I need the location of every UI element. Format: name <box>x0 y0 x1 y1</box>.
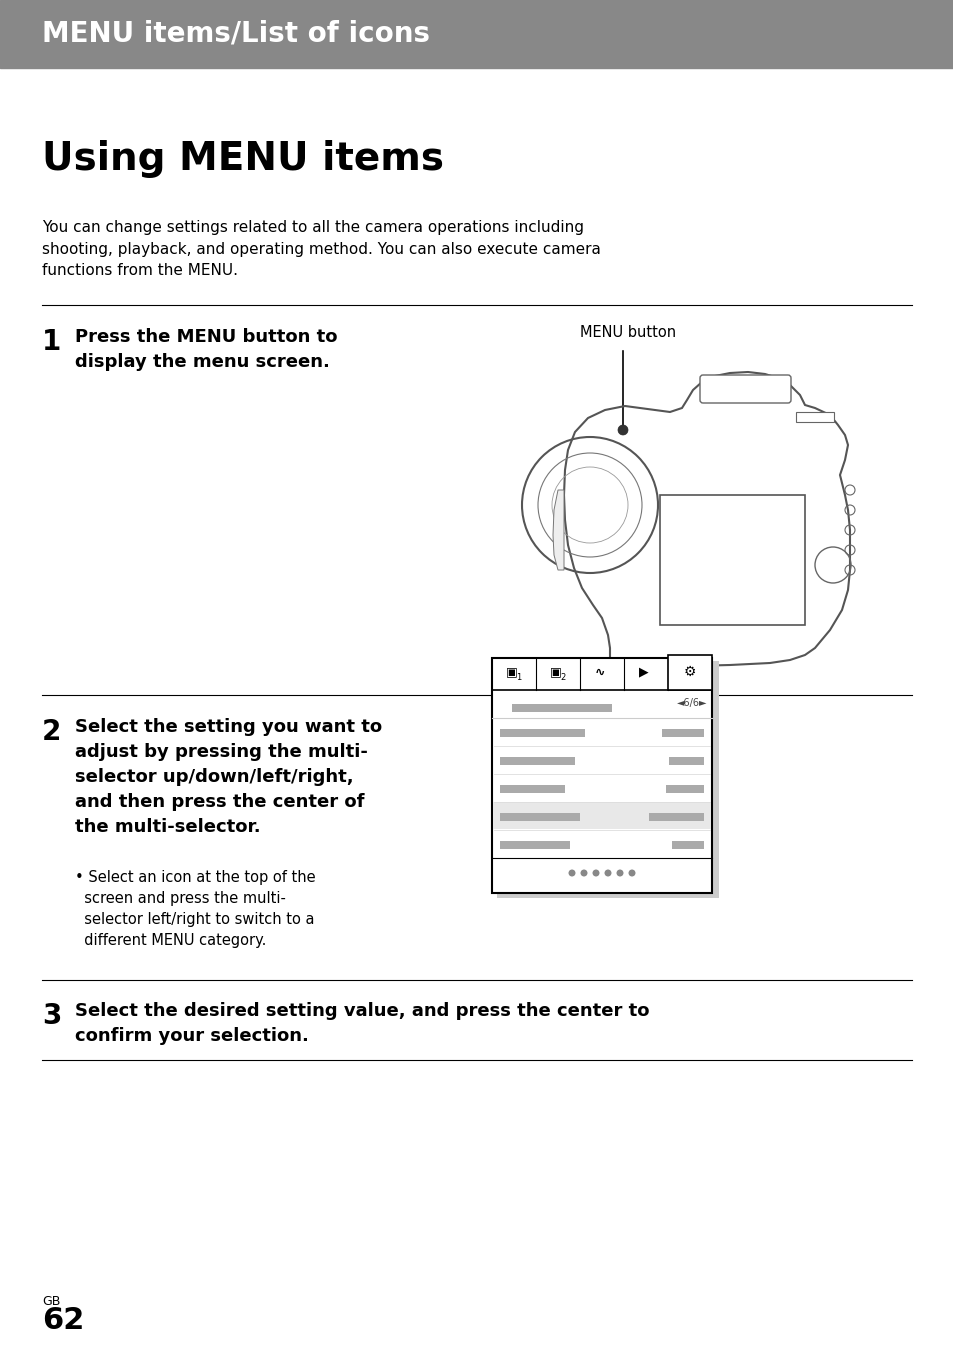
Text: • Select an icon at the top of the
  screen and press the multi-
  selector left: • Select an icon at the top of the scree… <box>75 870 315 948</box>
Text: Press the MENU button to
display the menu screen.: Press the MENU button to display the men… <box>75 328 337 371</box>
Text: ▣: ▣ <box>550 666 561 678</box>
FancyBboxPatch shape <box>499 757 575 765</box>
Text: GB: GB <box>42 1295 60 1307</box>
Text: Using MENU items: Using MENU items <box>42 140 443 178</box>
Text: 2: 2 <box>42 718 61 746</box>
Circle shape <box>592 869 598 877</box>
Text: Select the setting you want to
adjust by pressing the multi-
selector up/down/le: Select the setting you want to adjust by… <box>75 718 382 837</box>
Text: MENU button: MENU button <box>579 325 676 340</box>
Text: MENU items/List of icons: MENU items/List of icons <box>42 20 430 48</box>
Text: You can change settings related to all the camera operations including
shooting,: You can change settings related to all t… <box>42 221 600 278</box>
FancyBboxPatch shape <box>648 812 703 820</box>
FancyBboxPatch shape <box>497 660 719 898</box>
Text: ▶: ▶ <box>639 666 648 678</box>
Text: 62: 62 <box>42 1306 84 1336</box>
FancyBboxPatch shape <box>659 495 804 625</box>
Circle shape <box>628 869 635 877</box>
FancyBboxPatch shape <box>499 841 569 849</box>
FancyBboxPatch shape <box>700 375 790 404</box>
FancyBboxPatch shape <box>661 729 703 737</box>
Circle shape <box>579 869 587 877</box>
FancyBboxPatch shape <box>499 729 584 737</box>
Circle shape <box>618 426 626 434</box>
Text: ▣: ▣ <box>506 666 517 678</box>
Circle shape <box>604 869 611 877</box>
FancyBboxPatch shape <box>499 812 579 820</box>
Circle shape <box>616 869 623 877</box>
FancyBboxPatch shape <box>795 412 833 422</box>
Text: ∿: ∿ <box>594 666 604 678</box>
Circle shape <box>568 869 575 877</box>
Text: 2: 2 <box>559 672 565 682</box>
Text: 3: 3 <box>42 1002 61 1030</box>
FancyBboxPatch shape <box>665 785 703 794</box>
Text: 1: 1 <box>42 328 61 356</box>
FancyBboxPatch shape <box>512 703 612 712</box>
FancyBboxPatch shape <box>671 841 703 849</box>
Polygon shape <box>553 490 563 570</box>
FancyBboxPatch shape <box>499 785 564 794</box>
FancyBboxPatch shape <box>667 655 711 690</box>
Circle shape <box>521 437 658 573</box>
FancyBboxPatch shape <box>492 658 711 893</box>
Bar <box>0 0 953 69</box>
FancyBboxPatch shape <box>493 802 710 829</box>
Circle shape <box>618 425 627 434</box>
Text: 1: 1 <box>516 672 521 682</box>
FancyBboxPatch shape <box>668 757 703 765</box>
Text: ⚙: ⚙ <box>683 664 696 679</box>
Text: Select the desired setting value, and press the center to
confirm your selection: Select the desired setting value, and pr… <box>75 1002 649 1045</box>
Text: ◄6/6►: ◄6/6► <box>676 698 706 707</box>
